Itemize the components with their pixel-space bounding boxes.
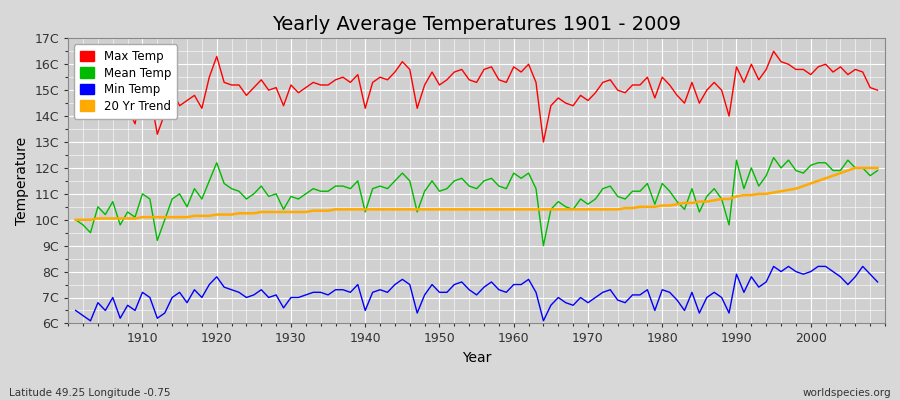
- Title: Yearly Average Temperatures 1901 - 2009: Yearly Average Temperatures 1901 - 2009: [272, 15, 681, 34]
- Y-axis label: Temperature: Temperature: [15, 137, 29, 225]
- Text: worldspecies.org: worldspecies.org: [803, 388, 891, 398]
- Legend: Max Temp, Mean Temp, Min Temp, 20 Yr Trend: Max Temp, Mean Temp, Min Temp, 20 Yr Tre…: [74, 44, 177, 119]
- Text: Latitude 49.25 Longitude -0.75: Latitude 49.25 Longitude -0.75: [9, 388, 170, 398]
- X-axis label: Year: Year: [462, 351, 491, 365]
